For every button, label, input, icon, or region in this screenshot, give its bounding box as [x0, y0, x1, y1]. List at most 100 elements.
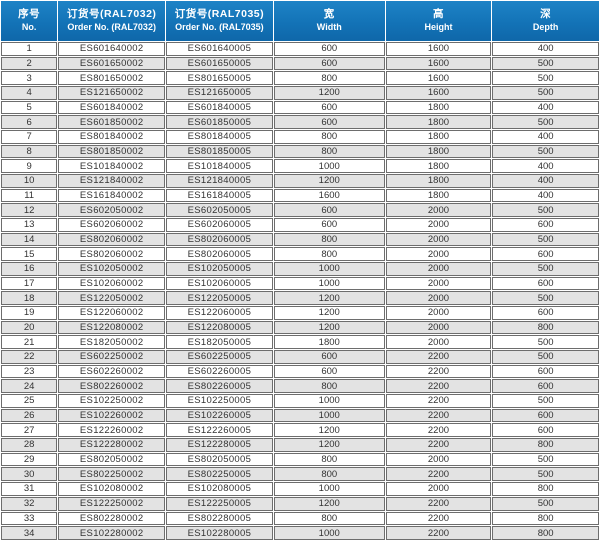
- cell-depth: 600: [492, 276, 599, 291]
- column-header-order-ral7032: 订货号(RAL7032) Order No. (RAL7032): [58, 1, 166, 41]
- cell-height: 1800: [385, 144, 492, 159]
- cell-height: 2200: [385, 423, 492, 438]
- cell-height: 1800: [385, 130, 492, 144]
- column-header-order-ral7032-zh: 订货号(RAL7032): [66, 8, 157, 20]
- cell-no: 24: [1, 379, 58, 394]
- cell-width: 1200: [273, 496, 385, 511]
- cell-width: 800: [273, 379, 385, 394]
- cell-no: 4: [1, 86, 58, 100]
- column-header-depth-zh: 深: [540, 8, 552, 20]
- column-header-width: 宽 Width: [273, 1, 385, 41]
- cell-depth: 600: [492, 364, 599, 379]
- cell-order-ral7035: ES161840005: [166, 188, 273, 203]
- cell-order-ral7035: ES102050005: [166, 262, 273, 276]
- table-row: 3 ES801650002 ES801650005 800 1600 500: [1, 71, 599, 86]
- table-row: 7 ES801840002 ES801840005 800 1800 400: [1, 130, 599, 144]
- table-row: 20 ES122080002 ES122080005 1200 2000 800: [1, 320, 599, 335]
- cell-depth: 500: [492, 71, 599, 86]
- cell-no: 25: [1, 394, 58, 408]
- table-row: 27 ES122260002 ES122260005 1200 2200 600: [1, 423, 599, 438]
- cell-order-ral7035: ES102280005: [166, 526, 273, 540]
- table-row: 5 ES601840002 ES601840005 600 1800 400: [1, 100, 599, 115]
- table-row: 21 ES182050002 ES182050005 1800 2000 500: [1, 335, 599, 350]
- cell-depth: 500: [492, 56, 599, 71]
- cell-no: 20: [1, 320, 58, 335]
- table-row: 24 ES802260002 ES802260005 800 2200 600: [1, 379, 599, 394]
- cell-depth: 400: [492, 188, 599, 203]
- cell-order-ral7032: ES802250002: [58, 467, 166, 482]
- cell-order-ral7032: ES801650002: [58, 71, 166, 86]
- cell-depth: 500: [492, 262, 599, 276]
- table-row: 9 ES101840002 ES101840005 1000 1800 400: [1, 159, 599, 174]
- table-row: 23 ES602260002 ES602260005 600 2200 600: [1, 364, 599, 379]
- cell-width: 600: [273, 364, 385, 379]
- cell-no: 7: [1, 130, 58, 144]
- cell-no: 27: [1, 423, 58, 438]
- column-header-order-ral7035: 订货号(RAL7035) Order No. (RAL7035): [166, 1, 273, 41]
- table-header: 序号 No. 订货号(RAL7032) Order No. (RAL7032) …: [1, 1, 599, 41]
- column-header-width-en: Width: [316, 22, 342, 32]
- cell-no: 34: [1, 526, 58, 540]
- cell-order-ral7035: ES122050005: [166, 291, 273, 306]
- cell-no: 30: [1, 467, 58, 482]
- column-header-depth: 深 Depth: [492, 1, 599, 41]
- cell-order-ral7035: ES602060005: [166, 218, 273, 232]
- cell-order-ral7032: ES182050002: [58, 335, 166, 350]
- cell-depth: 800: [492, 526, 599, 540]
- cell-order-ral7035: ES601850005: [166, 115, 273, 130]
- table-row: 30 ES802250002 ES802250005 800 2200 500: [1, 467, 599, 482]
- table-row: 18 ES122050002 ES122050005 1200 2000 500: [1, 291, 599, 306]
- cell-depth: 400: [492, 174, 599, 188]
- cell-order-ral7032: ES602050002: [58, 203, 166, 218]
- cell-order-ral7032: ES122060002: [58, 306, 166, 320]
- cell-width: 1000: [273, 408, 385, 423]
- cell-order-ral7032: ES102250002: [58, 394, 166, 408]
- cell-order-ral7032: ES601650002: [58, 56, 166, 71]
- cell-order-ral7035: ES802060005: [166, 247, 273, 262]
- cell-depth: 500: [492, 394, 599, 408]
- column-header-width-zh: 宽: [323, 8, 335, 20]
- cell-no: 16: [1, 262, 58, 276]
- cell-height: 2000: [385, 306, 492, 320]
- cell-height: 1800: [385, 115, 492, 130]
- cell-width: 1000: [273, 262, 385, 276]
- cell-width: 1000: [273, 159, 385, 174]
- cell-order-ral7032: ES601640002: [58, 42, 166, 56]
- table-row: 22 ES602250002 ES602250005 600 2200 500: [1, 350, 599, 364]
- table-row: 1 ES601640002 ES601640005 600 1600 400: [1, 42, 599, 56]
- cell-depth: 600: [492, 306, 599, 320]
- cell-order-ral7035: ES122280005: [166, 438, 273, 452]
- cell-width: 800: [273, 71, 385, 86]
- cell-no: 11: [1, 188, 58, 203]
- cell-order-ral7032: ES122050002: [58, 291, 166, 306]
- cell-depth: 500: [492, 467, 599, 482]
- cell-width: 600: [273, 42, 385, 56]
- cell-order-ral7032: ES802050002: [58, 452, 166, 467]
- cell-order-ral7035: ES602260005: [166, 364, 273, 379]
- cell-order-ral7032: ES122260002: [58, 423, 166, 438]
- cell-height: 2200: [385, 496, 492, 511]
- cell-no: 33: [1, 511, 58, 526]
- cell-depth: 400: [492, 130, 599, 144]
- cell-order-ral7032: ES802280002: [58, 511, 166, 526]
- table-row: 11 ES161840002 ES161840005 1600 1800 400: [1, 188, 599, 203]
- cell-order-ral7032: ES602060002: [58, 218, 166, 232]
- cell-order-ral7032: ES102080002: [58, 482, 166, 496]
- cell-depth: 800: [492, 511, 599, 526]
- cell-order-ral7035: ES801650005: [166, 71, 273, 86]
- cell-height: 2000: [385, 203, 492, 218]
- cell-height: 2000: [385, 232, 492, 247]
- cell-height: 2200: [385, 350, 492, 364]
- column-header-order-ral7035-zh: 订货号(RAL7035): [174, 8, 265, 20]
- table-row: 28 ES122280002 ES122280005 1200 2200 800: [1, 438, 599, 452]
- cell-depth: 800: [492, 482, 599, 496]
- cell-no: 19: [1, 306, 58, 320]
- cell-no: 10: [1, 174, 58, 188]
- cell-order-ral7035: ES102060005: [166, 276, 273, 291]
- cell-depth: 500: [492, 291, 599, 306]
- cell-width: 800: [273, 452, 385, 467]
- cell-depth: 800: [492, 320, 599, 335]
- cell-depth: 500: [492, 232, 599, 247]
- cell-width: 1200: [273, 438, 385, 452]
